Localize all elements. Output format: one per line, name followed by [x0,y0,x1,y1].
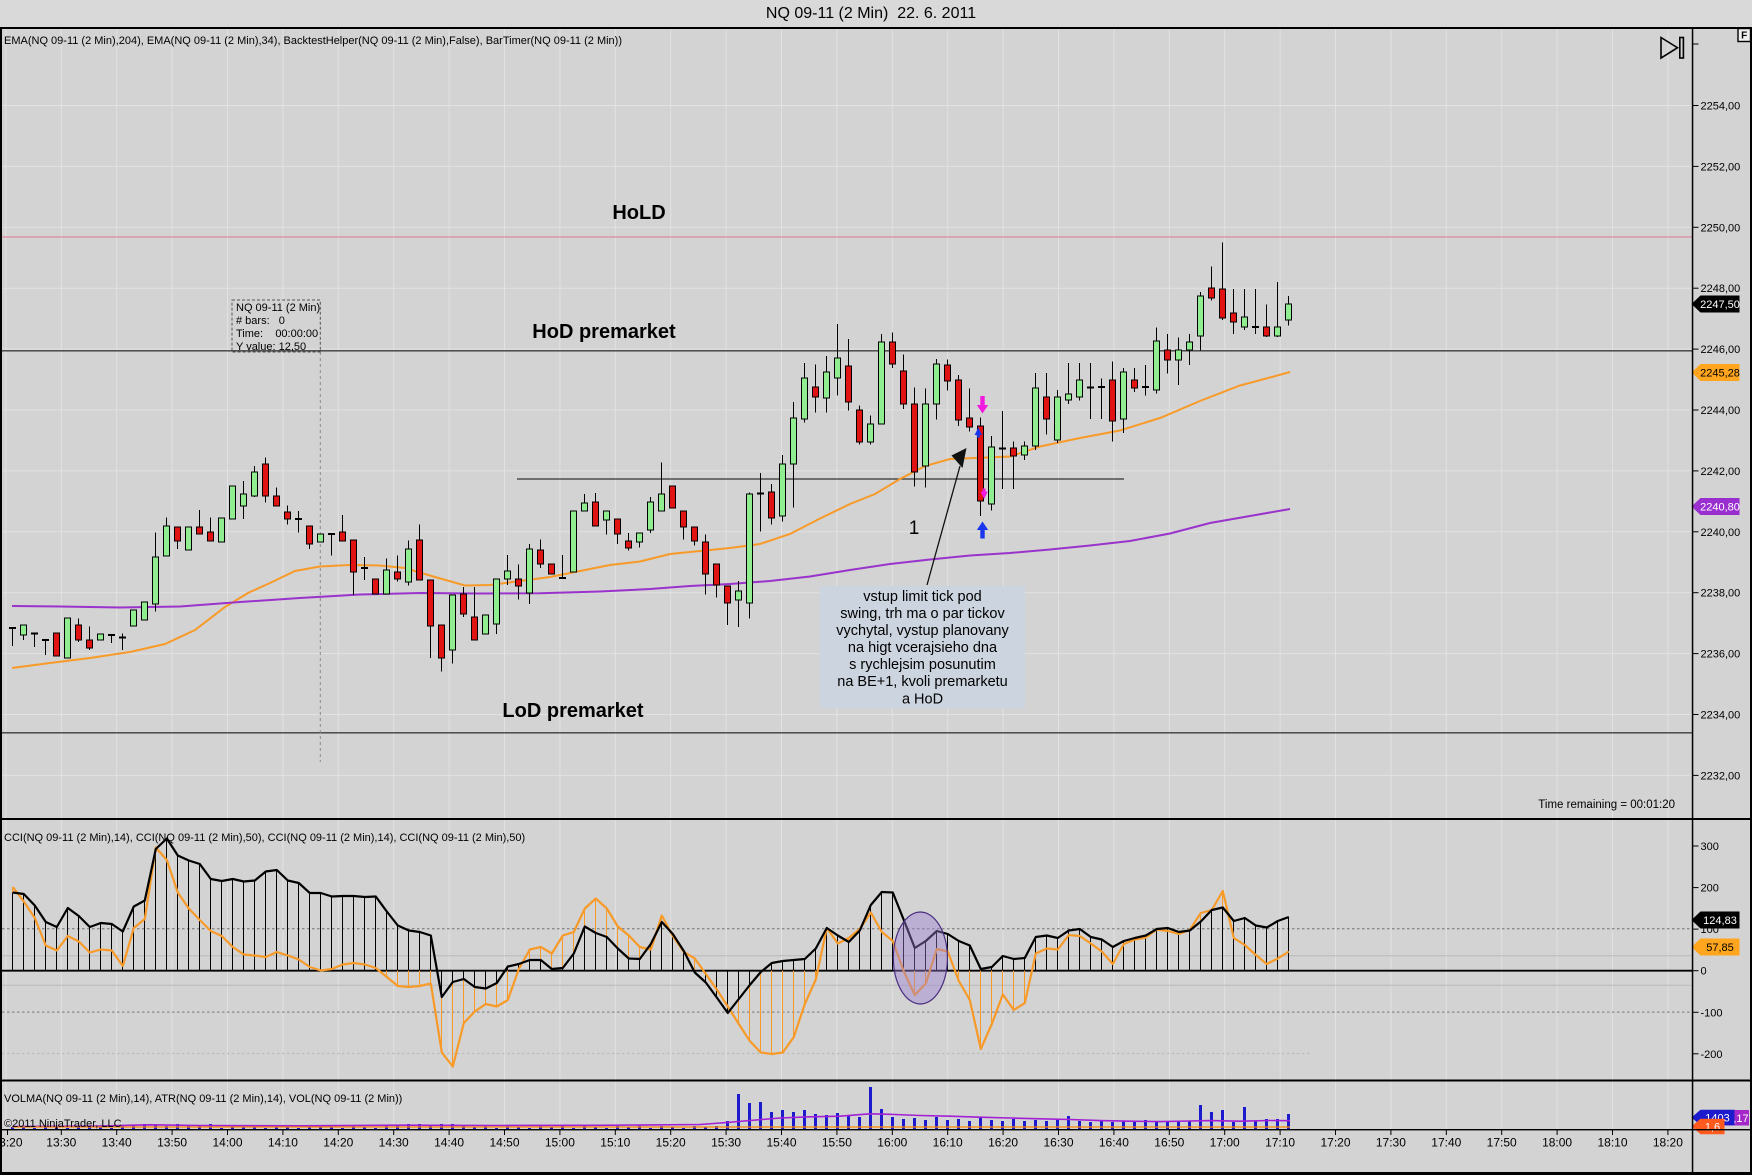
svg-text:18:20: 18:20 [1653,1136,1683,1150]
svg-text:2244,00: 2244,00 [1701,405,1741,417]
svg-text:2242,00: 2242,00 [1701,466,1741,478]
svg-text:16:00: 16:00 [877,1136,907,1150]
svg-text:2240,00: 2240,00 [1701,527,1741,539]
svg-text:2248,00: 2248,00 [1701,283,1741,295]
svg-text:HoD premarket: HoD premarket [532,321,676,343]
svg-text:2236,00: 2236,00 [1701,649,1741,661]
svg-text:# bars: 0: # bars: 0 [236,315,285,327]
svg-text:2234,00: 2234,00 [1701,710,1741,722]
svg-text:16:30: 16:30 [1043,1136,1073,1150]
svg-text:18:00: 18:00 [1542,1136,1572,1150]
svg-text:13:20: 13:20 [0,1136,23,1150]
svg-text:Time: 00:00:00: Time: 00:00:00 [236,328,318,340]
svg-text:Y value: 12,50: Y value: 12,50 [236,341,306,353]
svg-text:13:40: 13:40 [102,1136,132,1150]
svg-text:18:10: 18:10 [1597,1136,1627,1150]
svg-text:NQ 09-11 (2 Min): NQ 09-11 (2 Min) [236,302,320,314]
svg-text:14:10: 14:10 [268,1136,298,1150]
svg-text:na higt vcerajsieho dna: na higt vcerajsieho dna [848,640,998,656]
svg-text:-200: -200 [1701,1049,1723,1061]
svg-text:2254,00: 2254,00 [1701,101,1741,113]
svg-text:15:40: 15:40 [766,1136,796,1150]
svg-text:124,83: 124,83 [1703,915,1737,927]
svg-text:14:20: 14:20 [323,1136,353,1150]
svg-text:HoLD: HoLD [612,202,665,224]
svg-text:1: 1 [909,518,920,539]
svg-text:VOLMA(NQ 09-11 (2 Min),14), AT: VOLMA(NQ 09-11 (2 Min),14), ATR(NQ 09-11… [4,1093,402,1105]
svg-text:0: 0 [1701,966,1707,978]
svg-text:CCI(NQ 09-11 (2 Min),14), CCI(: CCI(NQ 09-11 (2 Min),14), CCI(NQ 09-11 (… [4,832,525,844]
svg-text:17:20: 17:20 [1320,1136,1350,1150]
svg-text:2247,50: 2247,50 [1700,299,1740,311]
svg-text:15:10: 15:10 [600,1136,630,1150]
svg-text:2245,28: 2245,28 [1700,368,1740,380]
svg-text:15:00: 15:00 [545,1136,575,1150]
svg-text:15:50: 15:50 [822,1136,852,1150]
svg-text:17:40: 17:40 [1431,1136,1461,1150]
svg-text:s rychlejsim posunutim: s rychlejsim posunutim [849,657,996,673]
svg-text:14:50: 14:50 [489,1136,519,1150]
svg-text:-100: -100 [1701,1007,1723,1019]
svg-text:200: 200 [1701,883,1719,895]
svg-text:©2011 NinjaTrader, LLC: ©2011 NinjaTrader, LLC [4,1118,122,1130]
svg-text:17:50: 17:50 [1487,1136,1517,1150]
svg-text:na BE+1, kvoli premarketu: na BE+1, kvoli premarketu [837,674,1007,690]
svg-text:13:50: 13:50 [157,1136,187,1150]
svg-text:vychytal, vystup planovany: vychytal, vystup planovany [836,623,1009,639]
svg-text:17:10: 17:10 [1265,1136,1295,1150]
svg-text:16:20: 16:20 [988,1136,1018,1150]
svg-text:1,6: 1,6 [1705,1122,1720,1134]
svg-text:swing, trh ma o par tickov: swing, trh ma o par tickov [840,606,1005,622]
svg-text:NQ 09-11 (2 Min) 22. 6. 2011: NQ 09-11 (2 Min) 22. 6. 2011 [766,5,976,22]
svg-text:2238,00: 2238,00 [1701,588,1741,600]
svg-text:2252,00: 2252,00 [1701,161,1741,173]
svg-text:57,85: 57,85 [1706,942,1734,954]
svg-text:a HoD: a HoD [902,691,943,707]
svg-text:2250,00: 2250,00 [1701,222,1741,234]
svg-text:LoD premarket: LoD premarket [502,700,643,722]
svg-text:14:30: 14:30 [379,1136,409,1150]
svg-text:16:10: 16:10 [933,1136,963,1150]
svg-text:vstup limit tick pod: vstup limit tick pod [863,589,981,605]
svg-text:F: F [1741,31,1747,42]
svg-text:16:40: 16:40 [1099,1136,1129,1150]
svg-text:17:00: 17:00 [1210,1136,1240,1150]
svg-text:15:20: 15:20 [656,1136,686,1150]
svg-text:13:30: 13:30 [46,1136,76,1150]
svg-text:2240,80: 2240,80 [1700,502,1740,514]
svg-text:15:30: 15:30 [711,1136,741,1150]
svg-text:300: 300 [1701,841,1719,853]
svg-text:16:50: 16:50 [1154,1136,1184,1150]
svg-text:17:30: 17:30 [1376,1136,1406,1150]
svg-text:14:40: 14:40 [434,1136,464,1150]
svg-text:2246,00: 2246,00 [1701,344,1741,356]
svg-text:Time remaining = 00:01:20: Time remaining = 00:01:20 [1538,799,1675,811]
svg-text:14:00: 14:00 [212,1136,242,1150]
svg-text:,17: ,17 [1733,1113,1748,1125]
svg-text:EMA(NQ 09-11 (2 Min),204), EMA: EMA(NQ 09-11 (2 Min),204), EMA(NQ 09-11 … [4,35,622,47]
svg-text:2232,00: 2232,00 [1701,770,1741,782]
